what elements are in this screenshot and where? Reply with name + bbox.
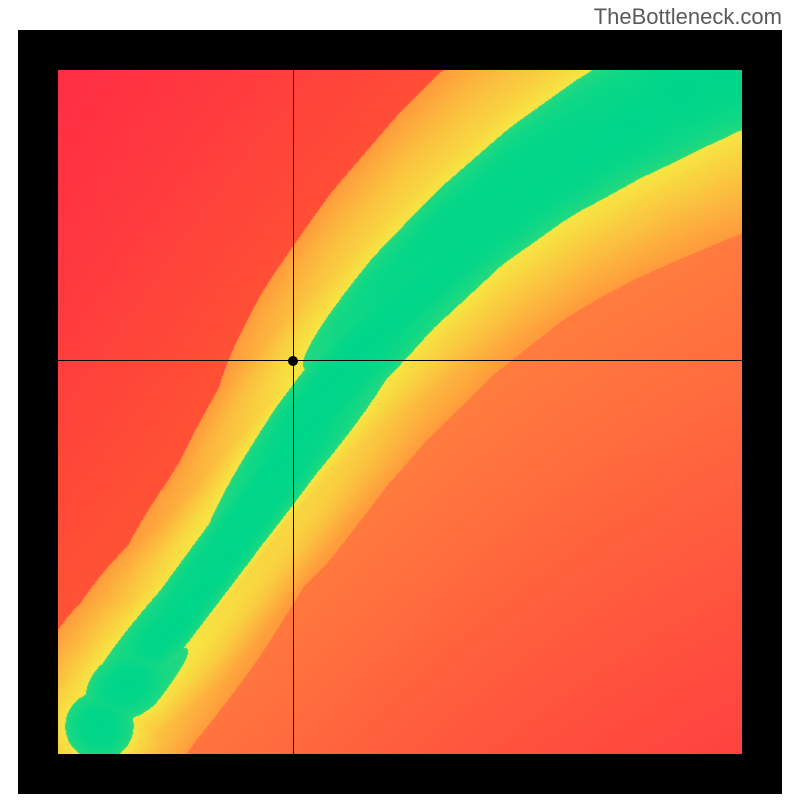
crosshair-dot xyxy=(288,356,298,366)
watermark-text: TheBottleneck.com xyxy=(594,4,782,30)
crosshair-horizontal xyxy=(58,360,742,361)
chart-border xyxy=(18,30,782,794)
heatmap-plot xyxy=(58,70,742,754)
crosshair-vertical xyxy=(293,70,294,754)
heatmap-canvas xyxy=(58,70,742,754)
